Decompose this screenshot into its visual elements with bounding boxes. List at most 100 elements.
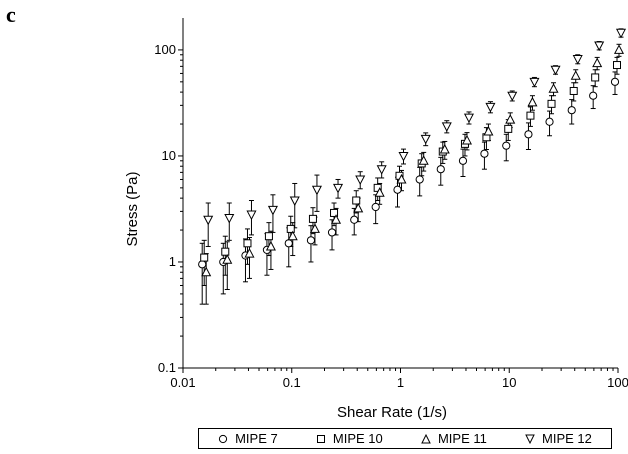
data-point (485, 102, 496, 113)
data-point (306, 236, 316, 245)
data-point (350, 215, 359, 224)
data-point (243, 239, 252, 248)
data-point (415, 175, 424, 184)
data-point (591, 73, 600, 82)
data-point (507, 91, 518, 102)
data-point (200, 253, 209, 262)
data-point (353, 202, 364, 213)
legend-item-mipe-10: MIPE 10 (316, 431, 383, 446)
circle-marker-icon (218, 434, 228, 443)
data-point (505, 114, 516, 124)
data-point (615, 28, 627, 39)
data-point (398, 151, 409, 162)
data-point (284, 239, 293, 248)
legend-label: MIPE 7 (235, 431, 278, 446)
data-point (526, 111, 535, 120)
data-point (246, 210, 257, 221)
data-point (463, 113, 475, 124)
data-point (594, 41, 605, 52)
legend-label: MIPE 11 (437, 431, 487, 446)
data-point (374, 187, 385, 197)
data-point (264, 232, 273, 241)
triangle-up-marker-icon (421, 433, 431, 443)
data-point (221, 247, 230, 256)
x-axis-label: Shear Rate (1/s) (337, 404, 447, 421)
data-point (222, 254, 233, 264)
data-point (311, 185, 322, 196)
data-point (570, 70, 581, 80)
data-point (529, 77, 540, 88)
legend-item-mipe-11: MIPE 11 (421, 431, 487, 446)
x-tick-label: 0.1 (283, 375, 301, 390)
panel-label: c (6, 2, 16, 27)
y-tick-label: 0.1 (158, 360, 176, 375)
x-tick-label: 1 (397, 375, 404, 390)
data-point (355, 175, 366, 186)
data-point (286, 224, 295, 233)
data-point (502, 141, 511, 150)
y-tick-label: 100 (154, 42, 176, 57)
data-point (569, 86, 578, 95)
data-point (441, 122, 452, 132)
y-tick-label: 10 (162, 148, 176, 163)
data-point (203, 215, 214, 226)
data-point (265, 240, 276, 251)
data-point (610, 77, 620, 86)
data-point (289, 196, 300, 207)
x-tick-label: 10 (502, 375, 516, 390)
square-marker-icon (316, 434, 325, 443)
data-point (572, 55, 583, 65)
data-point (201, 266, 212, 277)
data-point (198, 260, 207, 269)
data-point (420, 134, 431, 145)
x-tick-label: 0.01 (170, 375, 195, 390)
data-point (483, 125, 494, 136)
data-point (436, 165, 445, 174)
data-point (287, 230, 298, 241)
data-point (550, 65, 561, 76)
x-tick-label: 100 (607, 375, 628, 390)
data-point (330, 208, 339, 217)
data-point (352, 196, 361, 205)
data-point (461, 134, 473, 145)
data-point (548, 83, 559, 93)
data-point (393, 185, 402, 194)
data-point (308, 214, 317, 223)
error-bars (199, 28, 624, 305)
data-point (567, 106, 576, 115)
legend-label: MIPE 12 (542, 431, 592, 446)
legend-label: MIPE 10 (332, 431, 383, 446)
data-point (244, 248, 255, 258)
legend-item-mipe-12: MIPE 12 (525, 431, 592, 446)
data-point (547, 99, 556, 108)
data-point (267, 205, 278, 216)
data-point (524, 130, 533, 139)
data-point (589, 91, 598, 100)
data-point (330, 214, 342, 224)
data-point (332, 183, 344, 194)
data-point (504, 124, 513, 133)
triangle-down-marker-icon (525, 434, 535, 444)
y-axis-label: Stress (Pa) (124, 171, 141, 246)
data-point (545, 117, 554, 126)
data-point (613, 61, 621, 70)
data-point (613, 44, 625, 54)
data-point (376, 165, 387, 175)
legend: MIPE 7 MIPE 10 MIPE 11 MIPE 12 (198, 428, 612, 449)
data-point (371, 202, 380, 212)
data-point (396, 173, 407, 184)
data-points (198, 28, 627, 277)
data-point (418, 155, 429, 165)
legend-item-mipe-7: MIPE 7 (218, 431, 278, 446)
data-point (327, 228, 337, 237)
data-point (439, 143, 450, 154)
data-point (480, 149, 489, 158)
data-point (527, 96, 538, 107)
data-point (592, 57, 603, 68)
data-point (458, 156, 468, 165)
data-point (224, 213, 235, 224)
y-tick-label: 1 (169, 254, 176, 269)
data-point (309, 223, 320, 233)
